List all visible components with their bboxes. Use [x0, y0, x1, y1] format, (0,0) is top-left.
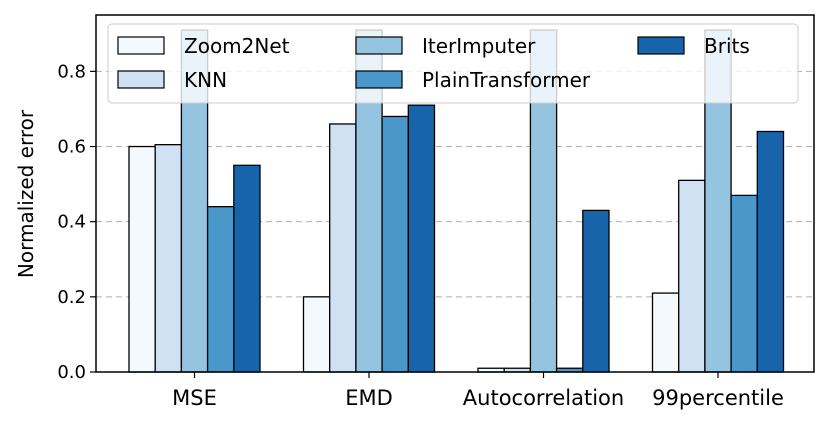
- y-tick-label: 0.4: [57, 212, 86, 233]
- bar-brits-99percentile: [756, 130, 785, 373]
- legend-swatch: [637, 36, 685, 55]
- y-tick-label: 0.6: [57, 137, 86, 158]
- y-tick-label: 0.8: [57, 61, 86, 82]
- y-tick-label: 0.2: [57, 287, 86, 308]
- y-axis: 0.0 0.2 0.4 0.6 0.8: [57, 61, 96, 383]
- x-axis: MSE EMD Autocorrelation 99percentile: [172, 372, 784, 410]
- bar-zoom2net-99percentile: [651, 292, 680, 373]
- bar-plaintransformer-mse: [206, 206, 235, 373]
- bar-plaintransformer-emd: [381, 115, 409, 373]
- bar-brits-autocorrelation: [582, 209, 610, 373]
- bar-zoom2net-mse: [128, 145, 156, 373]
- legend-label: IterImputer: [422, 34, 536, 58]
- bar-knn-emd: [329, 123, 357, 373]
- x-tick-label: Autocorrelation: [463, 386, 624, 410]
- legend-label: PlainTransformer: [422, 68, 591, 92]
- legend-box: [107, 23, 799, 104]
- x-tick-label: EMD: [345, 386, 393, 410]
- y-tick-label: 0.0: [57, 362, 86, 383]
- bar-brits-mse: [233, 164, 261, 373]
- x-tick-label: 99percentile: [652, 386, 784, 410]
- x-tick-label: MSE: [172, 386, 217, 410]
- plot-frame: [95, 14, 815, 373]
- legend-swatch: [117, 70, 165, 89]
- bar-knn-99percentile: [678, 179, 706, 373]
- bar-zoom2net-emd: [302, 296, 331, 373]
- bar-plaintransformer-99percentile: [730, 194, 758, 373]
- bar-knn-mse: [154, 143, 183, 373]
- legend-label: KNN: [184, 68, 227, 92]
- legend-swatch: [355, 36, 403, 55]
- y-axis-title: Normalized error: [14, 109, 38, 278]
- legend: Zoom2Net KNN IterImputer PlainTransformer Br…: [107, 23, 799, 104]
- bar-brits-emd: [407, 104, 436, 373]
- legend-swatch: [355, 70, 403, 89]
- legend-label: Brits: [704, 34, 750, 58]
- legend-label: Zoom2Net: [184, 34, 290, 58]
- legend-swatch: [117, 36, 165, 55]
